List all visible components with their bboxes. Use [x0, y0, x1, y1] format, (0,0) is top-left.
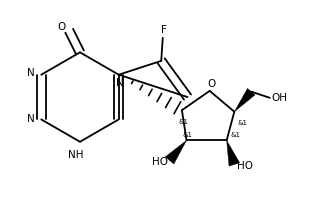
Text: &1: &1	[182, 132, 192, 138]
Text: N: N	[116, 78, 124, 88]
Text: HO: HO	[152, 157, 168, 167]
Text: &1: &1	[178, 119, 188, 125]
Text: &1: &1	[237, 120, 247, 126]
Polygon shape	[234, 88, 255, 112]
Text: N: N	[27, 114, 35, 124]
Text: N: N	[27, 68, 35, 78]
Polygon shape	[227, 140, 240, 166]
Text: NH: NH	[68, 150, 83, 160]
Text: O: O	[57, 22, 66, 32]
Text: O: O	[207, 79, 215, 89]
Text: HO: HO	[236, 161, 252, 171]
Polygon shape	[166, 140, 186, 164]
Text: &1: &1	[231, 132, 241, 138]
Text: F: F	[161, 25, 166, 35]
Text: OH: OH	[272, 93, 288, 103]
